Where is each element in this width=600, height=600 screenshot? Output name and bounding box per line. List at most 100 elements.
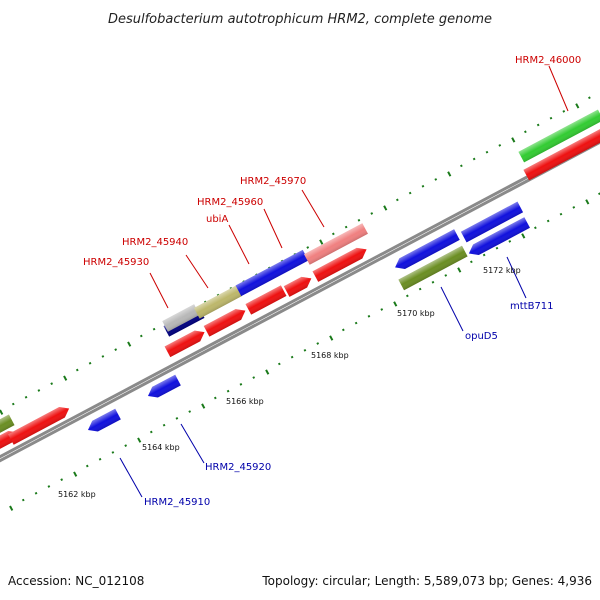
tick-mark bbox=[472, 157, 476, 161]
tick-mark bbox=[585, 199, 590, 205]
top-leader-lines bbox=[149, 65, 569, 309]
tick-mark bbox=[508, 240, 512, 243]
gene-blue bbox=[235, 249, 309, 297]
top-gene-labels: HRM2_45930 HRM2_45940 ubiA HRM2_45960 HR… bbox=[83, 55, 581, 268]
tick-mark bbox=[9, 505, 14, 511]
gene-blue bbox=[147, 374, 181, 398]
gene-shading bbox=[518, 109, 600, 163]
tick-mark bbox=[226, 389, 230, 393]
tick-mark bbox=[290, 355, 294, 359]
tick-mark bbox=[431, 280, 435, 284]
tick-mark bbox=[75, 368, 79, 372]
tick-mark bbox=[127, 341, 132, 347]
gene-label: HRM2_45920 bbox=[205, 462, 271, 473]
gene-label: HRM2_45940 bbox=[122, 237, 188, 248]
map-title: Desulfobacterium autotrophicum HRM2, com… bbox=[108, 12, 492, 27]
tick-mark bbox=[152, 327, 156, 331]
gene-shading bbox=[398, 245, 468, 291]
tick-mark bbox=[588, 96, 591, 100]
gene-red bbox=[203, 309, 246, 337]
gene-shading bbox=[245, 285, 287, 315]
tick-mark bbox=[572, 206, 576, 209]
tick-mark bbox=[498, 144, 502, 147]
tick-mark bbox=[421, 184, 425, 188]
kbp-labels: 5162 kbp 5164 kbp 5166 kbp 5168 kbp 5170… bbox=[58, 266, 521, 499]
bottom-gene-labels: HRM2_45910 HRM2_45920 opuD5 mttB711 bbox=[144, 301, 554, 508]
gene-green bbox=[518, 109, 600, 163]
gene-shading bbox=[460, 201, 524, 243]
tick-mark bbox=[447, 171, 452, 177]
tick-mark bbox=[137, 437, 142, 443]
tick-mark bbox=[457, 267, 462, 273]
tick-mark bbox=[367, 314, 371, 318]
accession-text: Accession: NC_012108 bbox=[8, 574, 144, 588]
tick-mark bbox=[485, 150, 489, 154]
kbp-label: 5164 kbp bbox=[142, 443, 180, 452]
tick-mark bbox=[277, 362, 281, 366]
gene-pink bbox=[304, 223, 368, 265]
bottom-leader-lines bbox=[119, 256, 527, 498]
tick-mark bbox=[239, 382, 243, 386]
gene-shading bbox=[162, 304, 200, 332]
tick-mark bbox=[418, 287, 422, 291]
gene-olive bbox=[0, 414, 15, 436]
gene-shading bbox=[8, 406, 70, 445]
tick-mark bbox=[21, 498, 25, 502]
gene-red bbox=[8, 406, 70, 445]
gene-olive bbox=[398, 245, 468, 291]
gene-label: HRM2_45910 bbox=[144, 497, 210, 508]
tick-mark bbox=[546, 219, 550, 223]
gene-blue bbox=[87, 408, 121, 432]
gene-grey bbox=[162, 304, 200, 332]
tick-mark bbox=[511, 137, 516, 143]
gene-shading bbox=[0, 414, 15, 436]
tick-mark bbox=[370, 212, 374, 215]
topology-text: Topology: circular; Length: 5,589,073 bp… bbox=[261, 574, 592, 588]
gene-label: HRM2_45930 bbox=[83, 257, 149, 268]
gene-shading bbox=[523, 127, 600, 181]
tick-mark bbox=[460, 164, 463, 168]
tick-mark bbox=[111, 451, 115, 454]
tick-mark bbox=[408, 191, 412, 195]
gene-shading bbox=[468, 217, 530, 256]
tick-mark bbox=[559, 212, 563, 216]
kbp-label: 5166 kbp bbox=[226, 397, 264, 406]
tick-mark bbox=[521, 233, 526, 239]
tick-mark bbox=[98, 457, 102, 461]
gene-shading bbox=[147, 374, 181, 398]
tick-mark bbox=[149, 430, 153, 434]
tick-mark bbox=[357, 218, 361, 222]
tick-mark bbox=[396, 198, 399, 202]
tick-mark bbox=[482, 253, 486, 257]
gene-blue bbox=[468, 217, 530, 256]
tick-mark bbox=[383, 205, 388, 211]
tick-mark bbox=[316, 342, 320, 345]
gene-red bbox=[164, 330, 205, 358]
tick-mark bbox=[406, 294, 409, 298]
tick-mark bbox=[329, 335, 334, 341]
gene-shading bbox=[283, 276, 312, 297]
tick-mark bbox=[393, 301, 398, 307]
tick-mark bbox=[101, 355, 105, 358]
tick-mark bbox=[85, 464, 89, 468]
tick-mark bbox=[536, 123, 540, 127]
gene-blue bbox=[395, 229, 460, 269]
tick-mark bbox=[319, 239, 324, 245]
kbp-label: 5168 kbp bbox=[311, 351, 349, 360]
gene-shading bbox=[304, 223, 368, 265]
tick-mark bbox=[306, 246, 310, 249]
tick-mark bbox=[534, 226, 537, 230]
tick-mark bbox=[24, 395, 28, 399]
tick-mark bbox=[37, 389, 41, 392]
gene-shading bbox=[203, 309, 246, 337]
gene-shading bbox=[164, 330, 205, 358]
gene-red bbox=[245, 285, 287, 315]
tick-mark bbox=[434, 178, 438, 181]
tick-mark bbox=[139, 334, 143, 338]
tick-mark bbox=[34, 491, 38, 495]
gene-label: HRM2_45970 bbox=[240, 176, 306, 187]
tick-mark bbox=[470, 260, 473, 264]
gene-khaki bbox=[193, 285, 243, 319]
tick-mark bbox=[575, 103, 580, 109]
kbp-label: 5162 kbp bbox=[58, 490, 96, 499]
